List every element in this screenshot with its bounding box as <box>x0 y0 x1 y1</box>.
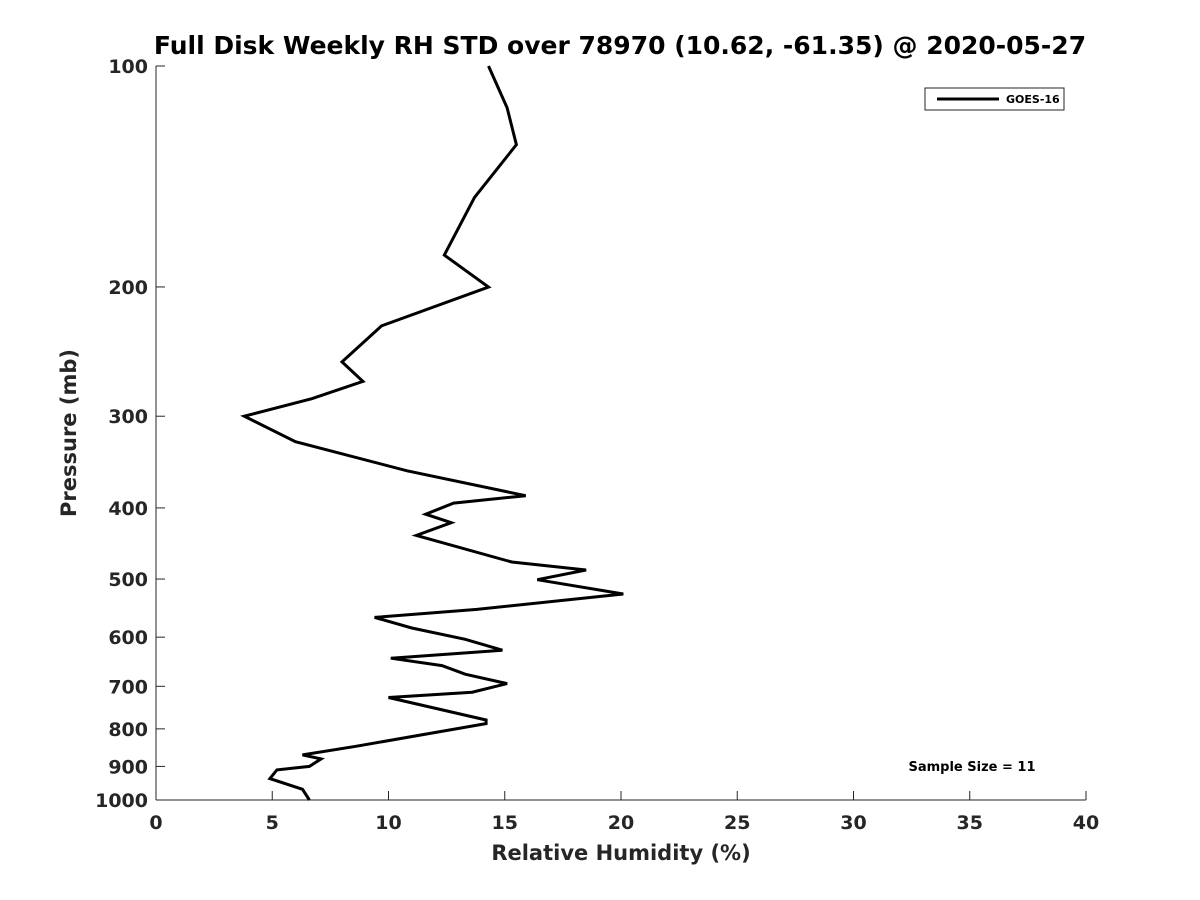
y-tick-label: 300 <box>108 406 148 428</box>
y-tick-label: 200 <box>108 277 148 299</box>
x-axis-ticks: 0 5 10 15 20 25 30 35 40 <box>149 791 1099 834</box>
legend-label-goes-16: GOES-16 <box>1006 93 1060 106</box>
y-tick-label: 400 <box>108 498 148 520</box>
y-tick-label: 800 <box>108 719 148 741</box>
x-tick-label: 15 <box>492 812 518 834</box>
y-axis-ticks: 100 200 300 400 500 600 700 800 900 1000 <box>95 56 165 812</box>
y-tick-label: 700 <box>108 676 148 698</box>
series-layer <box>240 65 624 801</box>
x-tick-label: 10 <box>375 812 401 834</box>
y-tick-label: 100 <box>108 56 148 78</box>
y-tick-label: 1000 <box>95 790 148 812</box>
series-line-goes-16 <box>240 65 624 801</box>
y-tick-label: 600 <box>108 627 148 649</box>
chart-title: Full Disk Weekly RH STD over 78970 (10.6… <box>154 31 1086 60</box>
x-tick-label: 40 <box>1073 812 1099 834</box>
x-axis-label: Relative Humidity (%) <box>491 841 750 865</box>
x-tick-label: 0 <box>149 812 162 834</box>
y-axis-label: Pressure (mb) <box>57 349 81 517</box>
x-tick-label: 25 <box>724 812 750 834</box>
legend: GOES-16 <box>924 87 1065 111</box>
sample-size-annotation: Sample Size = 11 <box>908 760 1035 775</box>
x-tick-label: 5 <box>266 812 279 834</box>
x-tick-label: 30 <box>840 812 866 834</box>
y-tick-label: 900 <box>108 756 148 778</box>
x-tick-label: 20 <box>608 812 634 834</box>
y-tick-label: 500 <box>108 569 148 591</box>
x-tick-label: 35 <box>957 812 983 834</box>
plot-area <box>155 66 1086 801</box>
